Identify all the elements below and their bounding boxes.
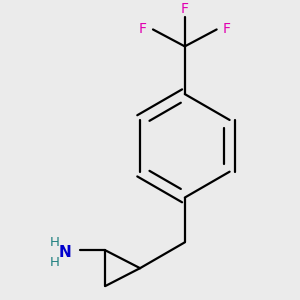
Text: H: H [50,236,59,249]
Text: N: N [59,245,72,260]
Text: H: H [50,256,59,269]
Text: F: F [139,22,147,37]
Text: F: F [223,22,231,37]
Text: F: F [181,2,189,16]
